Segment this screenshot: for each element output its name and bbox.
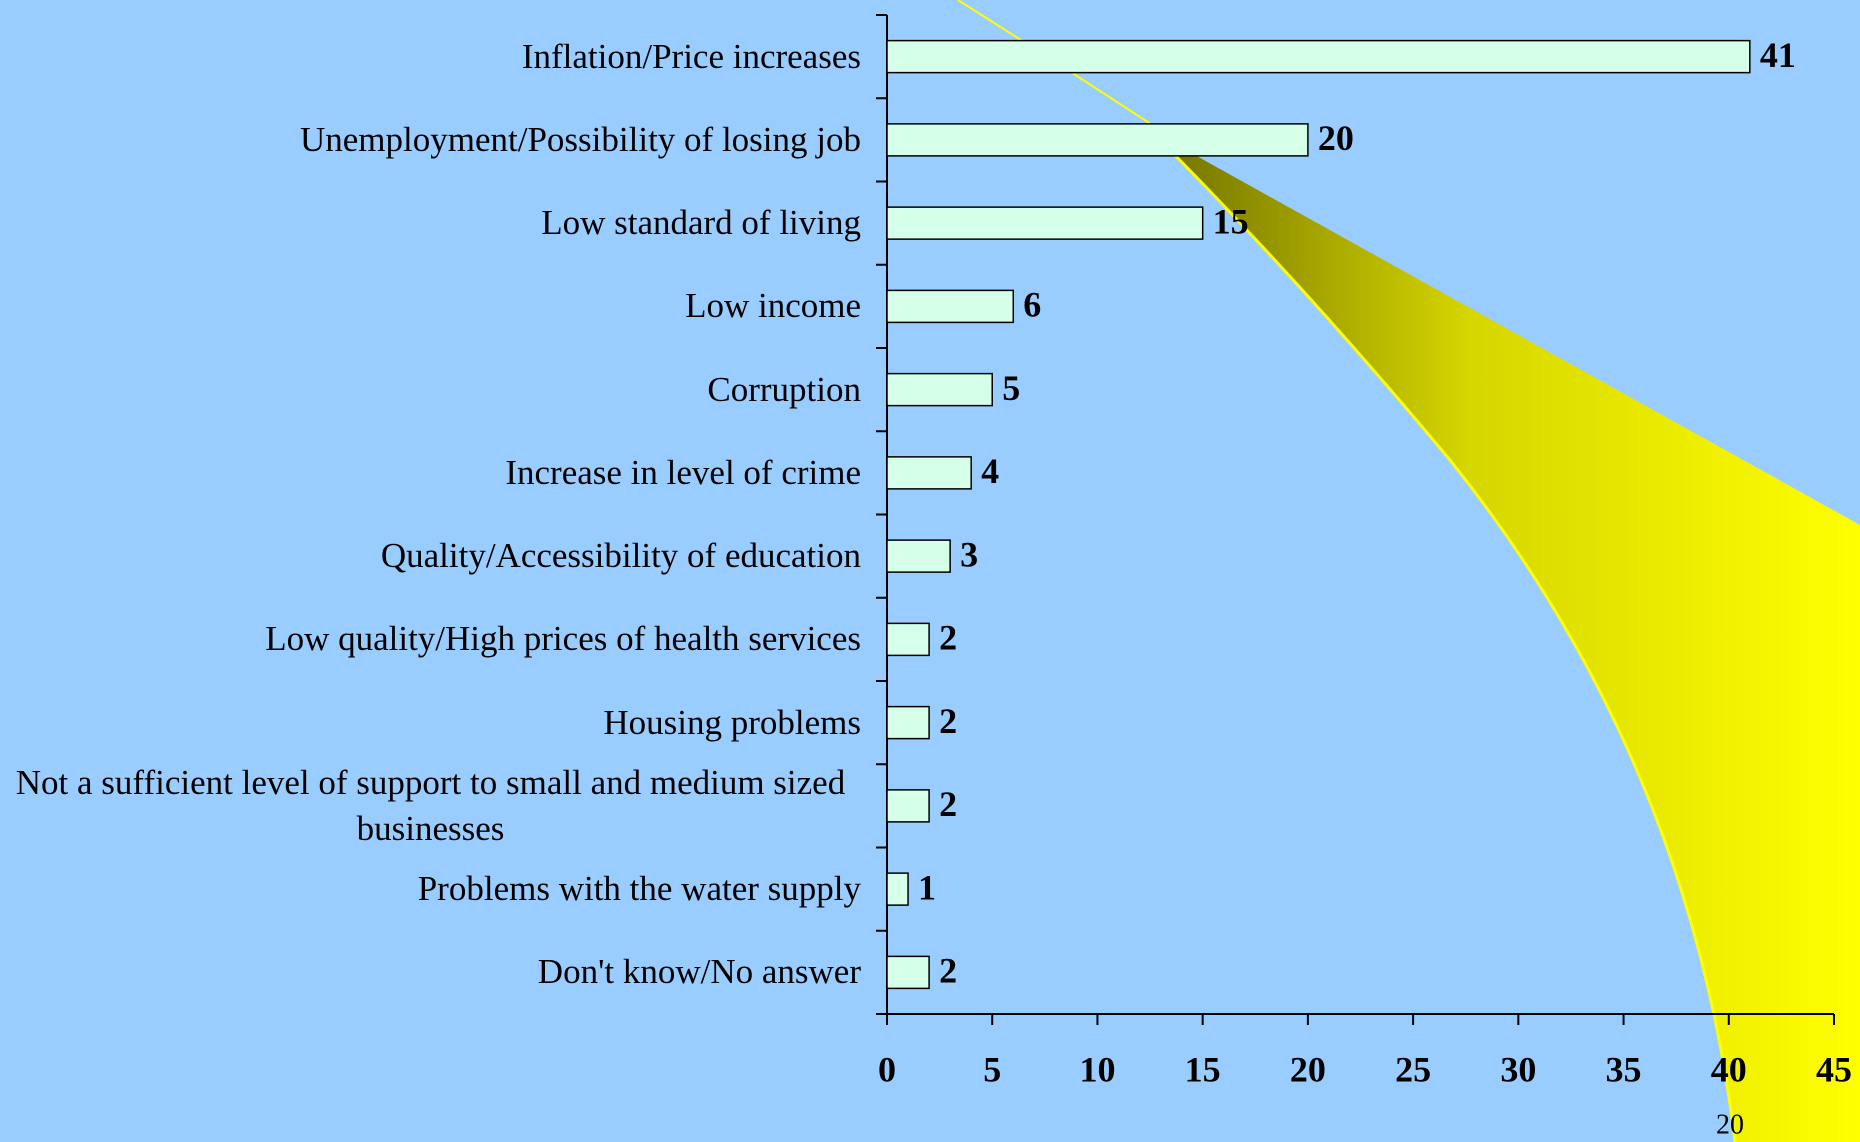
x-tick-label: 20	[1290, 1049, 1326, 1089]
category-text: Low income	[685, 286, 861, 326]
category-label: Corruption	[0, 367, 861, 413]
x-tick-label: 35	[1606, 1049, 1642, 1089]
category-text: Low standard of living	[541, 203, 861, 243]
value-label: 1	[918, 867, 936, 907]
value-label: 41	[1760, 35, 1796, 75]
value-label: 15	[1213, 201, 1249, 241]
x-tick-label: 5	[983, 1049, 1001, 1089]
value-label: 2	[939, 618, 957, 658]
value-label: 2	[939, 784, 957, 824]
category-label: Low income	[0, 283, 861, 329]
bar	[886, 289, 1015, 324]
bar	[886, 372, 993, 407]
value-label: 6	[1023, 285, 1041, 325]
bar	[886, 705, 930, 740]
bar	[886, 539, 951, 573]
category-text: Don't know/No answer	[537, 952, 861, 992]
category-label: Housing problems	[0, 700, 861, 746]
category-label: Unemployment/Possibility of losing job	[0, 117, 861, 163]
category-text: Increase in level of crime	[505, 452, 861, 492]
bar	[886, 955, 930, 990]
x-tick-label: 0	[878, 1049, 896, 1089]
x-tick-label: 45	[1816, 1049, 1852, 1089]
category-label: Increase in level of crime	[0, 450, 861, 496]
value-label: 20	[1318, 118, 1354, 158]
bar	[886, 872, 909, 906]
x-tick-label: 40	[1711, 1049, 1747, 1089]
x-tick-label: 25	[1395, 1049, 1431, 1089]
x-tick-label: 30	[1500, 1049, 1536, 1089]
category-text: Problems with the water supply	[417, 869, 861, 909]
category-text: Low quality/High prices of health servic…	[265, 619, 861, 659]
category-text: Not a sufficient level of support to sma…	[15, 762, 846, 848]
category-text: Unemployment/Possibility of losing job	[300, 119, 861, 159]
value-label: 3	[960, 534, 978, 574]
value-label: 2	[939, 701, 957, 741]
category-text: Inflation/Price increases	[521, 36, 861, 76]
category-text: Quality/Accessibility of education	[380, 536, 861, 576]
value-label: 2	[939, 951, 957, 991]
bar	[886, 456, 972, 490]
category-label: Quality/Accessibility of education	[0, 533, 861, 579]
category-label: Low standard of living	[0, 200, 861, 246]
page-number: 20	[1716, 1109, 1744, 1140]
bar	[886, 39, 1751, 74]
category-label: Inflation/Price increases	[0, 34, 861, 80]
category-label: Low quality/High prices of health servic…	[0, 616, 861, 662]
bar	[886, 789, 930, 823]
bar	[886, 206, 1204, 240]
category-label: Not a sufficient level of support to sma…	[0, 760, 861, 852]
value-label: 5	[1002, 368, 1020, 408]
decor-swoosh	[1150, 130, 1860, 1142]
category-label: Problems with the water supply	[0, 866, 861, 912]
category-label: Don't know/No answer	[0, 949, 861, 995]
category-text: Housing problems	[603, 702, 861, 742]
x-tick-label: 10	[1079, 1049, 1115, 1089]
value-label: 4	[981, 451, 999, 491]
x-tick-label: 15	[1185, 1049, 1221, 1089]
bar	[886, 622, 930, 657]
decor-edge	[1148, 128, 1737, 1142]
category-text: Corruption	[707, 369, 861, 409]
bar	[886, 123, 1309, 157]
